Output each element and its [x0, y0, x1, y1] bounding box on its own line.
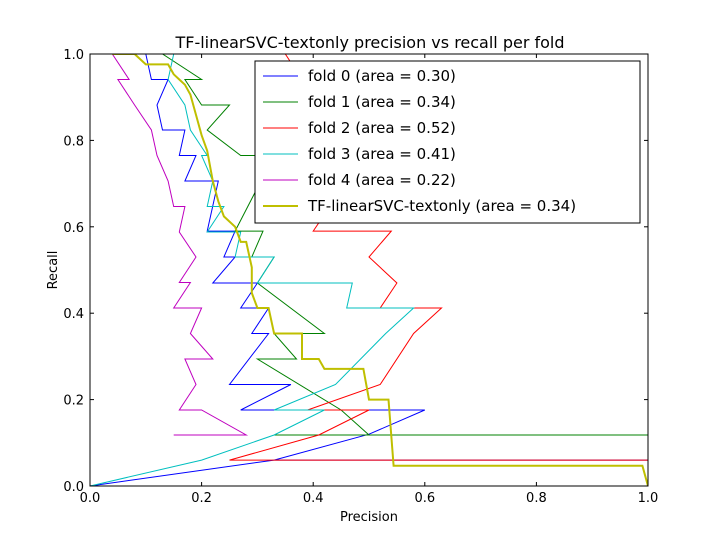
y-tick-label: 1.0 [63, 48, 84, 63]
x-axis-label: Precision [340, 510, 398, 525]
x-tick-label: 0.4 [303, 491, 324, 506]
series-line-0 [90, 54, 648, 486]
y-axis-ticks: 0.0 0.2 0.4 0.6 0.8 1.0 [63, 48, 648, 495]
legend-label-0: fold 0 (area = 0.30) [308, 67, 456, 85]
y-axis-label: Recall [46, 251, 61, 290]
series-layer [90, 54, 648, 486]
legend-label-3: fold 3 (area = 0.41) [308, 145, 456, 163]
plot-frame [89, 53, 649, 487]
x-tick-label: 1.0 [638, 491, 659, 506]
x-tick-label: 0.0 [80, 491, 101, 506]
legend-label-5: TF-linearSVC-textonly (area = 0.34) [307, 197, 576, 215]
legend-label-1: fold 1 (area = 0.34) [308, 93, 456, 111]
x-axis-ticks: 0.0 0.2 0.4 0.6 0.8 1.0 [80, 54, 659, 506]
x-tick-label: 0.2 [191, 491, 212, 506]
legend-label-2: fold 2 (area = 0.52) [308, 119, 456, 137]
y-tick-label: 0.4 [63, 307, 84, 322]
series-line-5 [112, 54, 648, 486]
series-line-3 [90, 54, 415, 486]
legend: fold 0 (area = 0.30) fold 1 (area = 0.34)… [254, 60, 641, 224]
legend-label-4: fold 4 (area = 0.22) [308, 171, 456, 189]
legend-box [254, 60, 641, 224]
chart-title: TF-linearSVC-textonly precision vs recal… [174, 33, 564, 52]
y-tick-label: 0.2 [63, 394, 84, 409]
y-tick-label: 0.8 [63, 134, 84, 149]
y-tick-label: 0.6 [63, 221, 84, 236]
y-tick-label: 0.0 [63, 480, 84, 495]
x-tick-label: 0.8 [526, 491, 547, 506]
series-line-4 [111, 54, 249, 436]
x-tick-label: 0.6 [414, 491, 435, 506]
